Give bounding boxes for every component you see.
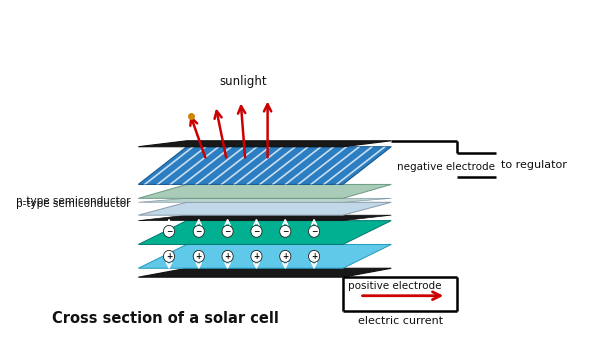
Circle shape [163,225,175,237]
Text: n-type semiconductor: n-type semiconductor [16,196,131,205]
Circle shape [280,250,291,262]
Polygon shape [139,198,391,202]
Circle shape [222,225,233,237]
Text: −: − [224,227,231,236]
Text: +: + [166,252,172,261]
Polygon shape [139,147,391,184]
Text: electric current: electric current [358,316,443,326]
Text: +: + [311,252,317,261]
Text: −: − [253,227,260,236]
Circle shape [280,225,291,237]
Polygon shape [139,141,391,147]
Circle shape [222,250,233,262]
Text: +: + [253,252,260,261]
Text: +: + [224,252,231,261]
Polygon shape [139,184,391,198]
Text: to regulator: to regulator [501,160,567,170]
Circle shape [193,225,205,237]
Circle shape [163,250,175,262]
Text: −: − [166,227,172,236]
Polygon shape [139,215,391,220]
Circle shape [251,225,262,237]
Polygon shape [139,268,391,277]
Text: p-type semiconductor: p-type semiconductor [16,199,131,209]
Polygon shape [139,244,391,268]
Text: +: + [282,252,289,261]
Text: +: + [196,252,202,261]
Text: −: − [196,227,202,236]
Polygon shape [139,220,391,244]
Polygon shape [139,202,391,215]
Text: Cross section of a solar cell: Cross section of a solar cell [52,312,279,326]
Text: positive electrode: positive electrode [349,281,442,291]
Text: −: − [311,227,317,236]
Text: −: − [282,227,289,236]
Text: sunlight: sunlight [220,75,267,88]
Circle shape [251,250,262,262]
Text: negative electrode: negative electrode [397,162,495,173]
Circle shape [193,250,205,262]
Circle shape [308,250,320,262]
Circle shape [308,225,320,237]
